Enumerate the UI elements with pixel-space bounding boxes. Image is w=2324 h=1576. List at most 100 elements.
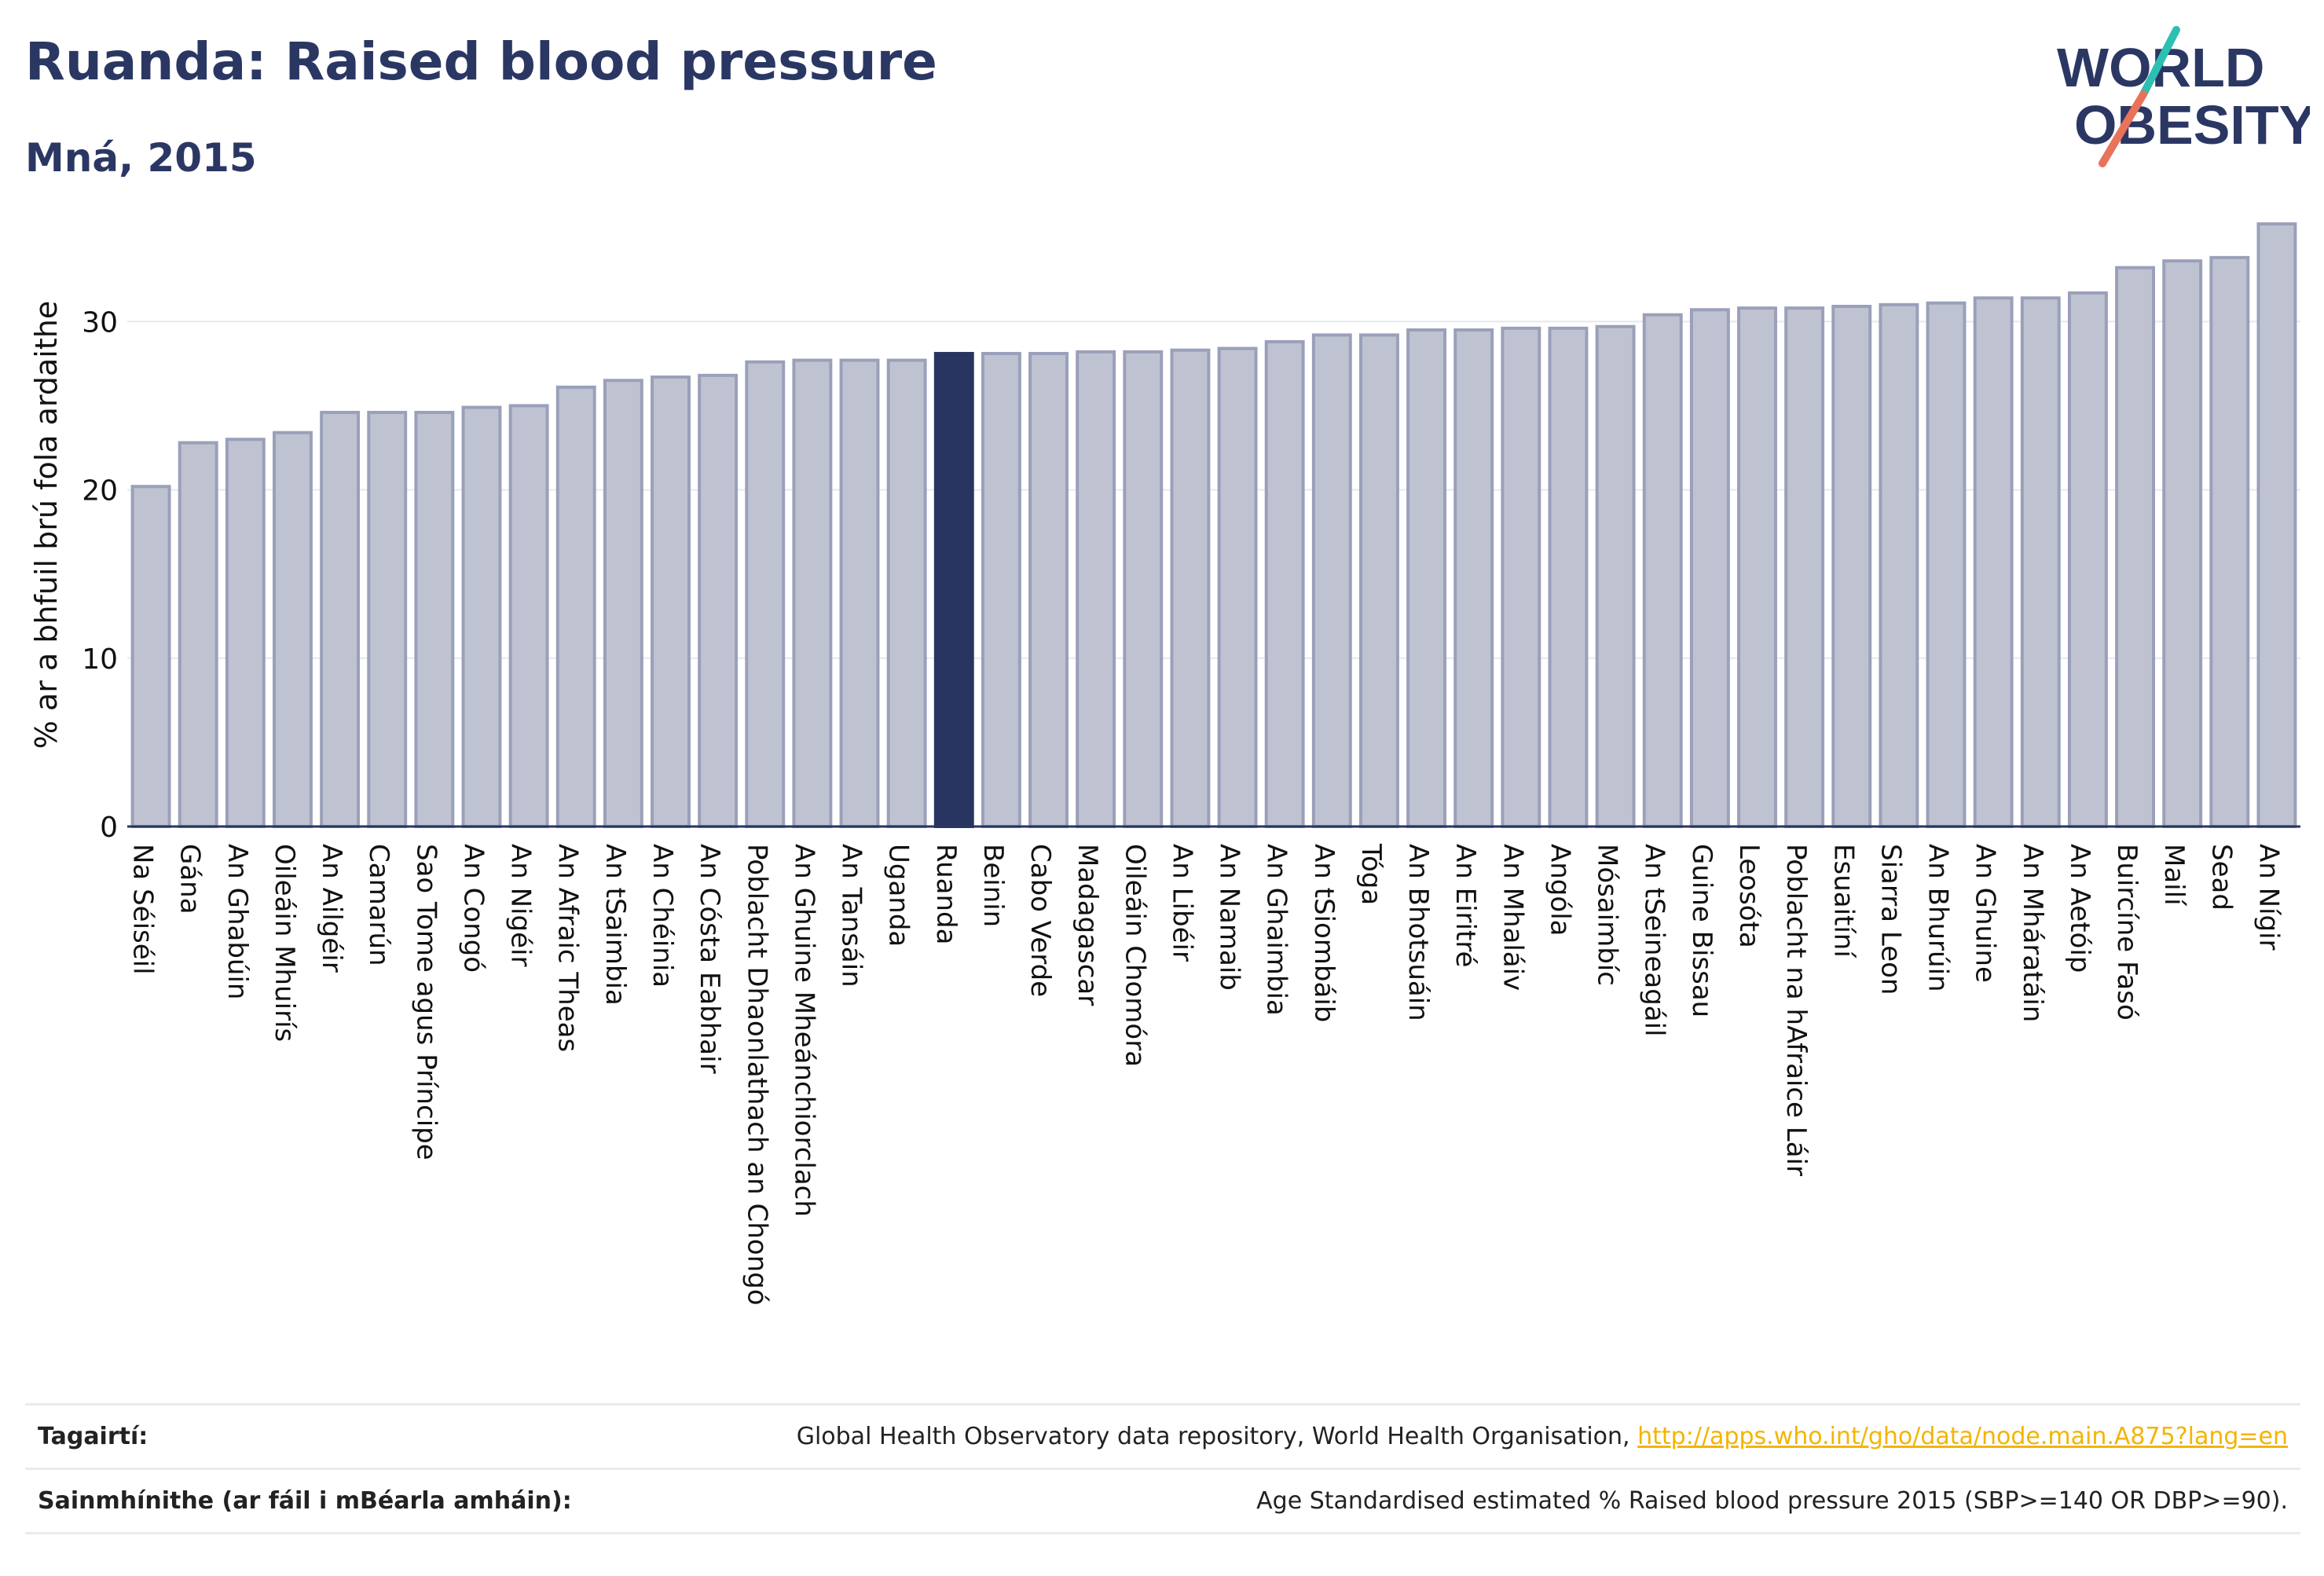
references-link[interactable]: http://apps.who.int/gho/data/node.main.A… <box>1637 1423 2288 1450</box>
x-tick-label: An Ghuine <box>1970 844 2001 983</box>
x-tick-label: Tóga <box>1355 843 1387 905</box>
bar-38 <box>1926 301 1967 828</box>
bar-9 <box>555 385 596 828</box>
bar-40 <box>2020 296 2061 828</box>
bar-25 <box>1311 333 1352 828</box>
bar-4 <box>320 410 361 828</box>
bar-14 <box>792 358 833 828</box>
logo-slash-top <box>2139 26 2180 98</box>
x-tick-label: An Chéinia <box>647 844 678 988</box>
references-value: Global Health Observatory data repositor… <box>797 1423 2288 1450</box>
x-tick-label: An Mhaláiv <box>1497 844 1528 991</box>
bar-30 <box>1548 326 1589 828</box>
x-tick-label: Siarra Leon <box>1875 844 1906 995</box>
bar-39 <box>1973 296 2014 828</box>
bar-27 <box>1406 328 1447 828</box>
x-tick-label: Madagascar <box>1072 844 1103 1006</box>
bar-1 <box>178 441 218 828</box>
bar-17 <box>933 351 974 829</box>
bar-8 <box>508 404 549 828</box>
x-tick-label: An Ghaimbia <box>1261 844 1292 1016</box>
bar-5 <box>367 410 408 828</box>
x-tick-label: An tSiombáib <box>1308 844 1340 1022</box>
bar-22 <box>1170 348 1211 828</box>
bar-31 <box>1595 324 1636 828</box>
x-tick-label: Poblacht na hAfraice Láir <box>1780 844 1812 1176</box>
x-tick-label: Angóla <box>1544 844 1575 936</box>
bar-32 <box>1642 313 1683 828</box>
bar-13 <box>745 360 786 828</box>
bar-23 <box>1217 346 1258 828</box>
x-tick-label: An Ghuine Mheánchiorclach <box>788 844 819 1217</box>
bar-12 <box>698 373 739 829</box>
bar-6 <box>414 410 455 828</box>
x-tick-label: Esuaitíní <box>1827 844 1859 958</box>
bar-29 <box>1501 326 1541 828</box>
definitions-label: Sainmhínithe (ar fáil i mBéarla amháin): <box>38 1487 572 1515</box>
x-tick-label: Buircíne Fasó <box>2111 844 2143 1021</box>
bar-2 <box>225 438 266 828</box>
x-tick-label: Sead <box>2205 844 2237 911</box>
y-tick-label: 30 <box>82 306 118 339</box>
references-row: Tagairtí: Global Health Observatory data… <box>25 1403 2300 1470</box>
x-tick-label: An Congó <box>457 844 489 973</box>
y-tick-label: 20 <box>82 475 118 508</box>
x-tick-label: An tSeineagáil <box>1639 844 1670 1037</box>
x-tick-label: An Bhurúin <box>1923 844 1954 992</box>
bar-26 <box>1359 333 1399 828</box>
x-tick-label: Oileáin Mhuirís <box>269 844 300 1042</box>
bar-18 <box>981 351 1021 829</box>
x-tick-label: An tSaimbia <box>599 844 631 1006</box>
x-tick-label: Uganda <box>883 844 915 947</box>
bar-11 <box>651 375 691 828</box>
bar-20 <box>1076 350 1116 828</box>
x-tick-label: Mósaimbíc <box>1592 844 1623 986</box>
x-tick-label: An Ghabúin <box>222 844 253 999</box>
x-tick-label: An Nígir <box>2253 844 2284 951</box>
y-axis-label: % ar a bhfuil brú fola ardaithe <box>29 301 64 749</box>
bar-10 <box>603 379 643 828</box>
bar-3 <box>273 431 313 828</box>
x-tick-label: An Bhotsuáin <box>1402 844 1434 1021</box>
x-tick-label: An Nigéir <box>505 844 537 966</box>
x-tick-label: Leosóta <box>1733 844 1765 948</box>
bar-19 <box>1028 351 1069 829</box>
bar-45 <box>2256 222 2297 828</box>
definitions-value: Age Standardised estimated % Raised bloo… <box>1256 1487 2288 1515</box>
y-tick-label: 0 <box>100 812 118 844</box>
bar-layer <box>130 222 2297 829</box>
bar-28 <box>1453 328 1494 828</box>
axis-layer: 0 10 20 30 Na Séiséil Gána An Ghabúin Oileáin M… <box>82 306 2300 1306</box>
x-tick-label: An Mháratáin <box>2017 844 2048 1022</box>
bar-16 <box>886 358 927 828</box>
x-tick-label: Poblacht Dhaonlathach an Chongó <box>741 844 772 1306</box>
footer-divider <box>25 1532 2300 1534</box>
bar-7 <box>461 405 502 828</box>
bar-35 <box>1784 306 1825 828</box>
world-obesity-logo: WORLD OBESITY <box>2057 26 2310 167</box>
x-tick-label: An Aetóip <box>2064 844 2095 973</box>
x-tick-label: An Afraic Theas <box>552 844 584 1052</box>
x-tick-label: Oileáin Chomóra <box>1119 844 1150 1067</box>
x-tick-label: Guine Bissau <box>1686 844 1717 1017</box>
bar-21 <box>1123 350 1164 828</box>
x-tick-label: Sao Tome agus Príncipe <box>410 844 442 1160</box>
bar-37 <box>1879 302 1919 828</box>
x-tick-label: Camarún <box>363 844 394 966</box>
x-tick-label: An Eiritré <box>1450 844 1481 967</box>
bar-44 <box>2209 255 2250 829</box>
bar-24 <box>1264 339 1305 828</box>
x-tick-label: Mailí <box>2158 844 2190 907</box>
references-text: Global Health Observatory data repositor… <box>796 1423 1630 1450</box>
bar-41 <box>2067 291 2108 828</box>
y-tick-label: 10 <box>82 643 118 676</box>
x-tick-label: Na Séiséil <box>127 844 159 975</box>
bar-0 <box>130 485 171 828</box>
bar-15 <box>839 358 880 828</box>
x-tick-label: An Tansáin <box>836 844 867 988</box>
logo-slash-bottom <box>2099 90 2147 167</box>
x-tick-label: Gána <box>174 844 206 914</box>
x-tick-label: An Namaib <box>1214 844 1245 991</box>
references-label: Tagairtí: <box>38 1423 148 1450</box>
x-tick-label: Ruanda <box>930 844 962 944</box>
